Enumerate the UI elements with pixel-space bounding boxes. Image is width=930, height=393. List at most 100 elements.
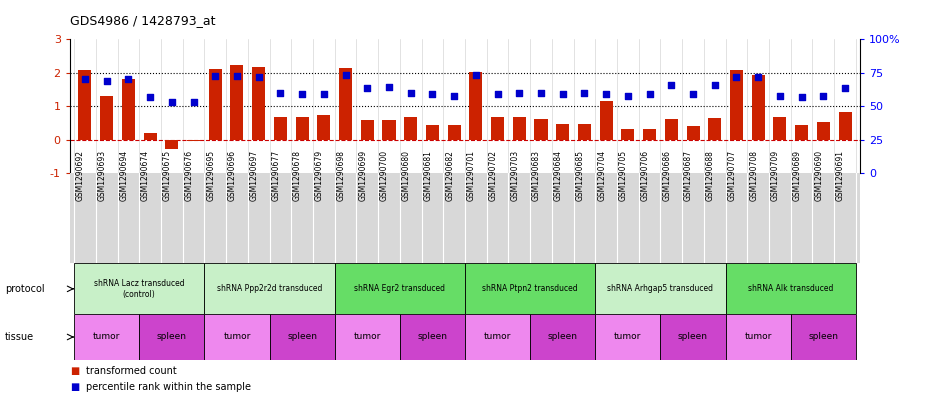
Text: GSM1290684: GSM1290684: [553, 150, 563, 201]
Bar: [595, 314, 660, 360]
Point: [664, 82, 679, 88]
Point: [142, 94, 157, 100]
Bar: [839, 112, 852, 140]
Point: [816, 93, 830, 99]
Bar: [535, 119, 548, 140]
Bar: [709, 118, 722, 140]
Bar: [187, 140, 200, 141]
Text: GSM1290696: GSM1290696: [228, 150, 237, 201]
Bar: [339, 68, 352, 140]
Bar: [231, 65, 244, 140]
Text: spleen: spleen: [678, 332, 708, 342]
Bar: [730, 70, 743, 140]
Text: GSM1290694: GSM1290694: [119, 150, 128, 201]
Text: GSM1290691: GSM1290691: [836, 150, 845, 201]
Text: tumor: tumor: [223, 332, 251, 342]
Point: [425, 91, 440, 97]
Point: [490, 91, 505, 97]
Bar: [725, 314, 790, 360]
Text: GSM1290680: GSM1290680: [402, 150, 411, 201]
Text: tumor: tumor: [484, 332, 512, 342]
Text: GSM1290702: GSM1290702: [488, 150, 498, 201]
Point: [729, 73, 744, 80]
Point: [534, 90, 549, 97]
Text: ■: ■: [70, 382, 79, 392]
Bar: [491, 117, 504, 140]
Point: [838, 84, 853, 91]
Bar: [725, 263, 856, 314]
Bar: [556, 125, 569, 140]
Text: GSM1290699: GSM1290699: [358, 150, 367, 201]
Bar: [470, 72, 483, 140]
Text: GSM1290676: GSM1290676: [184, 150, 193, 201]
Bar: [643, 129, 656, 140]
Text: GSM1290706: GSM1290706: [641, 150, 649, 201]
Text: ■: ■: [70, 366, 79, 376]
Text: tumor: tumor: [93, 332, 120, 342]
Text: tissue: tissue: [5, 332, 33, 342]
Point: [273, 90, 288, 96]
Bar: [296, 117, 309, 140]
Text: GSM1290689: GSM1290689: [792, 150, 802, 201]
Text: GSM1290674: GSM1290674: [141, 150, 150, 201]
Bar: [335, 314, 400, 360]
Text: GSM1290701: GSM1290701: [467, 150, 476, 201]
Bar: [74, 314, 140, 360]
Text: tumor: tumor: [614, 332, 642, 342]
Text: GSM1290682: GSM1290682: [445, 150, 454, 201]
Text: protocol: protocol: [5, 284, 45, 294]
Text: GSM1290683: GSM1290683: [532, 150, 541, 201]
Bar: [578, 125, 591, 140]
Text: GSM1290690: GSM1290690: [815, 150, 823, 201]
Bar: [140, 314, 205, 360]
Point: [751, 73, 765, 80]
Text: GSM1290705: GSM1290705: [618, 150, 628, 201]
Point: [794, 94, 809, 100]
Point: [555, 91, 570, 97]
Bar: [686, 126, 699, 140]
Text: spleen: spleen: [287, 332, 317, 342]
Point: [577, 90, 591, 96]
Point: [469, 72, 484, 79]
Bar: [795, 125, 808, 140]
Text: GSM1290704: GSM1290704: [597, 150, 606, 201]
Bar: [660, 314, 725, 360]
Bar: [361, 120, 374, 140]
Bar: [465, 314, 530, 360]
Bar: [530, 314, 595, 360]
Bar: [122, 79, 135, 140]
Text: GSM1290681: GSM1290681: [423, 150, 432, 201]
Point: [186, 99, 201, 105]
Bar: [166, 140, 179, 149]
Bar: [465, 263, 595, 314]
Bar: [317, 116, 330, 140]
Text: transformed count: transformed count: [86, 366, 178, 376]
Text: GSM1290687: GSM1290687: [684, 150, 693, 201]
Text: GSM1290703: GSM1290703: [511, 150, 519, 201]
Text: GSM1290692: GSM1290692: [76, 150, 85, 201]
Text: shRNA Lacz transduced
(control): shRNA Lacz transduced (control): [94, 279, 184, 299]
Point: [100, 78, 114, 84]
Bar: [600, 101, 613, 140]
Text: GSM1290678: GSM1290678: [293, 150, 302, 201]
Point: [121, 76, 136, 83]
Text: GSM1290700: GSM1290700: [380, 150, 389, 201]
Bar: [512, 117, 525, 140]
Text: tumor: tumor: [745, 332, 772, 342]
Point: [512, 90, 526, 97]
Text: GSM1290679: GSM1290679: [315, 150, 324, 201]
Point: [599, 91, 614, 97]
Text: GSM1290697: GSM1290697: [249, 150, 259, 201]
Bar: [205, 263, 335, 314]
Text: spleen: spleen: [157, 332, 187, 342]
Bar: [817, 122, 830, 140]
Text: GSM1290686: GSM1290686: [662, 150, 671, 201]
Bar: [205, 314, 270, 360]
Bar: [74, 263, 205, 314]
Text: GSM1290693: GSM1290693: [98, 150, 107, 201]
Point: [360, 85, 375, 92]
Point: [77, 75, 92, 82]
Point: [404, 90, 418, 97]
Text: shRNA Alk transduced: shRNA Alk transduced: [748, 285, 833, 293]
Bar: [382, 120, 395, 140]
